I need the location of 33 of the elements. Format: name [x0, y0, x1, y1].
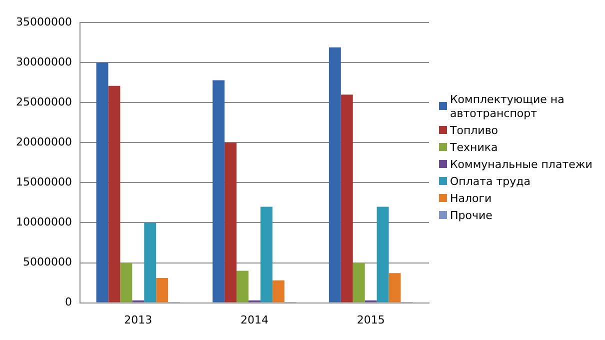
legend-label: Оплата труда [450, 174, 531, 188]
x-tick-label: 2013 [124, 313, 152, 326]
bar [388, 273, 401, 302]
y-tick-label: 20000000 [16, 136, 72, 149]
x-tick-label: 2015 [356, 313, 385, 326]
bar [212, 80, 225, 302]
y-tick-label: 25000000 [16, 96, 72, 109]
bar [96, 62, 108, 302]
bar [260, 206, 272, 302]
y-tick-label: 15000000 [16, 176, 72, 189]
legend-label: Налоги [450, 192, 492, 206]
legend-label: Техника [450, 140, 498, 154]
y-tick-label: 5000000 [22, 256, 72, 269]
bar [156, 278, 168, 302]
bar [120, 262, 132, 302]
legend-label: Топливо [450, 124, 498, 138]
legend-label: Комплектующие на автотранспорт [450, 92, 566, 120]
bar [376, 206, 389, 302]
bar [272, 280, 284, 302]
bar [352, 262, 365, 302]
bar [144, 222, 156, 302]
y-tick-label: 30000000 [16, 55, 72, 68]
y-tick-label: 35000000 [16, 15, 72, 28]
bar [236, 270, 249, 302]
y-tick-label: 10000000 [16, 216, 72, 229]
legend-label: Коммунальные платежи [450, 158, 592, 172]
y-tick-label: 0 [64, 296, 72, 309]
bar [108, 86, 120, 302]
x-tick-label: 2014 [240, 313, 268, 326]
bar [340, 94, 353, 302]
bar [224, 142, 237, 302]
bar [328, 47, 341, 302]
legend-label: Прочие [450, 208, 492, 222]
